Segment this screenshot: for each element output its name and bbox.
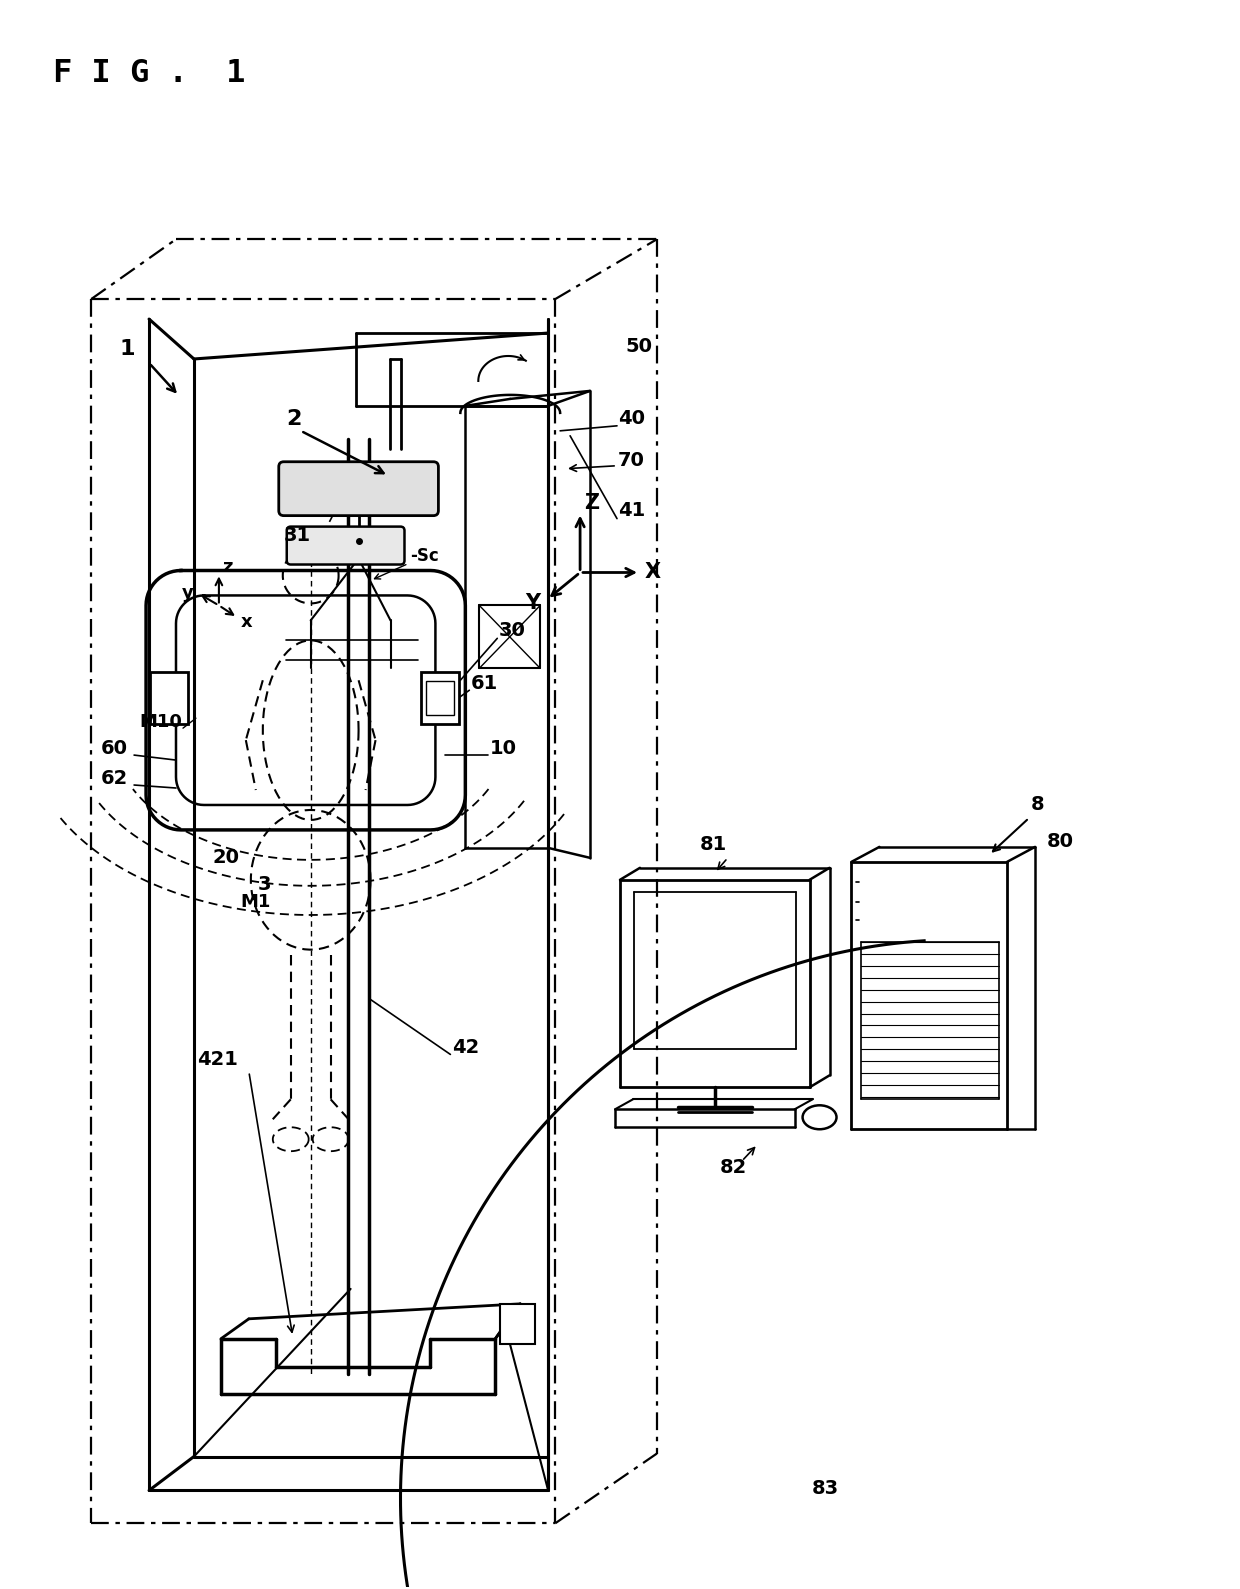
Text: 82: 82 [719, 1158, 746, 1177]
Text: 3: 3 [258, 876, 272, 895]
Text: 50: 50 [625, 337, 652, 356]
Text: 70: 70 [618, 451, 645, 470]
Text: 8: 8 [1032, 796, 1045, 815]
Text: x: x [241, 612, 252, 631]
Text: 42: 42 [453, 1038, 480, 1057]
Text: 31: 31 [284, 526, 311, 545]
Text: 1: 1 [119, 338, 135, 359]
Text: 30: 30 [498, 621, 526, 640]
Text: M1: M1 [241, 893, 272, 910]
Text: -Sc: -Sc [410, 547, 439, 564]
Text: 41: 41 [618, 501, 645, 520]
Ellipse shape [802, 1106, 837, 1130]
Text: 2: 2 [285, 408, 301, 429]
Bar [422, 672, 459, 725]
Bar [150, 672, 188, 725]
Text: 61: 61 [470, 674, 497, 693]
FancyBboxPatch shape [279, 462, 439, 515]
Text: X: X [645, 563, 661, 583]
Text: Z: Z [584, 493, 599, 513]
Bar [500, 1305, 536, 1344]
Text: 421: 421 [197, 1050, 238, 1069]
Text: 80: 80 [1047, 833, 1074, 852]
Text: 20: 20 [213, 849, 239, 868]
Text: 81: 81 [699, 836, 727, 855]
Text: Y: Y [526, 593, 541, 613]
Text: z: z [222, 558, 232, 575]
FancyBboxPatch shape [286, 526, 404, 564]
Text: 83: 83 [811, 1479, 838, 1498]
Text: F I G .  1: F I G . 1 [53, 59, 246, 89]
Text: M10: M10 [139, 713, 182, 731]
Text: 10: 10 [490, 739, 517, 758]
Text: y: y [182, 585, 193, 602]
Text: 62: 62 [102, 769, 129, 788]
Text: 60: 60 [102, 739, 128, 758]
Bar [427, 682, 454, 715]
Text: 40: 40 [618, 410, 645, 429]
